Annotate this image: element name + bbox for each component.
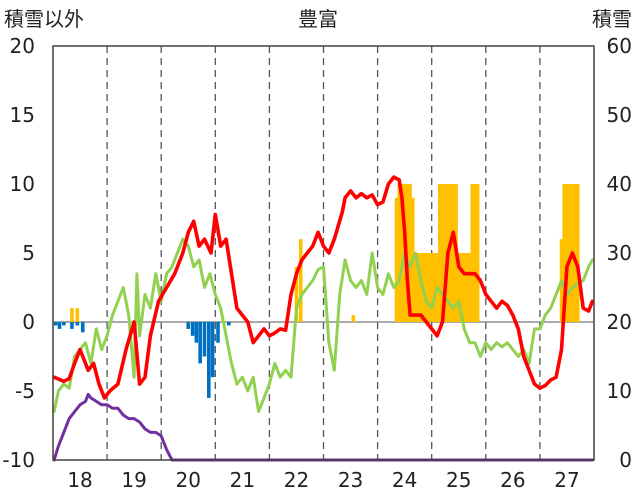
right-tick-label: 40 <box>607 172 632 196</box>
bar-orange <box>473 184 477 322</box>
left-tick-label: -10 <box>2 448 35 472</box>
bar-orange <box>462 253 466 322</box>
bar-blue <box>57 322 62 329</box>
bar-orange <box>413 253 418 322</box>
x-tick-label: 21 <box>230 468 255 492</box>
bar-orange <box>451 184 456 322</box>
bar-orange <box>400 184 404 322</box>
right-tick-label: 50 <box>607 103 632 127</box>
left-tick-label: 10 <box>10 172 35 196</box>
bar-orange <box>416 253 420 322</box>
bar-orange <box>351 315 356 322</box>
x-tick-label: 26 <box>500 468 525 492</box>
bar-orange <box>565 184 569 322</box>
series-lines <box>52 175 595 462</box>
bar-orange <box>567 184 572 322</box>
bar-orange <box>465 253 469 322</box>
x-tick-label: 20 <box>176 468 201 492</box>
bar-blue <box>202 322 207 357</box>
bar-blue <box>194 322 199 343</box>
bar-orange <box>419 253 423 322</box>
left-tick-label: 0 <box>22 310 35 334</box>
bar-blue <box>75 322 80 326</box>
bar-orange <box>408 184 412 322</box>
bar-orange <box>443 184 448 322</box>
bar-orange <box>427 253 431 322</box>
series-line-green <box>52 237 594 414</box>
bar-orange <box>470 184 475 322</box>
x-tick-label: 18 <box>67 468 92 492</box>
bar-orange <box>394 197 399 322</box>
bar-orange <box>294 266 299 322</box>
bar-blue <box>186 322 191 329</box>
x-tick-label: 19 <box>121 468 146 492</box>
bar-blue <box>80 322 85 333</box>
x-tick-label: 23 <box>338 468 363 492</box>
series-line-red <box>52 175 595 400</box>
bar-blue <box>216 322 220 343</box>
bar-blue <box>70 322 74 329</box>
bar-orange <box>448 184 453 322</box>
bar-orange <box>562 184 567 322</box>
bar-orange <box>438 184 442 322</box>
right-tick-label: 10 <box>607 379 632 403</box>
left-axis-label: 積雪以外 <box>4 7 84 31</box>
right-tick-label: 0 <box>619 448 632 472</box>
bar-blue <box>190 322 195 336</box>
x-tick-label: 25 <box>446 468 471 492</box>
bar-orange <box>575 184 580 322</box>
left-tick-label: 20 <box>10 34 35 58</box>
right-tick-label: 20 <box>607 310 632 334</box>
bar-blue <box>62 322 66 326</box>
bar-blue <box>210 322 215 378</box>
bar-orange <box>70 308 74 322</box>
bar-orange <box>467 253 472 322</box>
series-line-purple <box>52 392 594 462</box>
left-tick-label: 15 <box>10 103 35 127</box>
x-tick-label: 24 <box>392 468 417 492</box>
right-tick-label: 60 <box>607 34 632 58</box>
bar-blue <box>53 322 58 326</box>
bar-orange <box>298 239 303 322</box>
bar-blue <box>198 322 202 364</box>
bar-orange <box>424 253 429 322</box>
bar-orange <box>475 184 480 322</box>
bar-blue <box>227 322 231 326</box>
x-tick-label: 22 <box>284 468 309 492</box>
right-axis-label: 積雪 <box>592 7 632 31</box>
bar-orange <box>75 308 80 322</box>
x-tick-label: 27 <box>554 468 579 492</box>
left-tick-label: 5 <box>22 241 35 265</box>
bar-orange <box>429 253 434 322</box>
bar-orange <box>456 253 461 322</box>
bar-orange <box>440 184 445 322</box>
bar-orange <box>459 253 464 322</box>
left-tick-label: -5 <box>15 379 35 403</box>
bar-orange <box>573 184 577 322</box>
right-tick-label: 30 <box>607 241 632 265</box>
bar-blue <box>207 322 211 398</box>
bar-orange <box>432 253 437 322</box>
bar-orange <box>397 184 402 322</box>
plot-frame <box>52 45 595 461</box>
chart-title: 豊富 <box>298 7 338 31</box>
